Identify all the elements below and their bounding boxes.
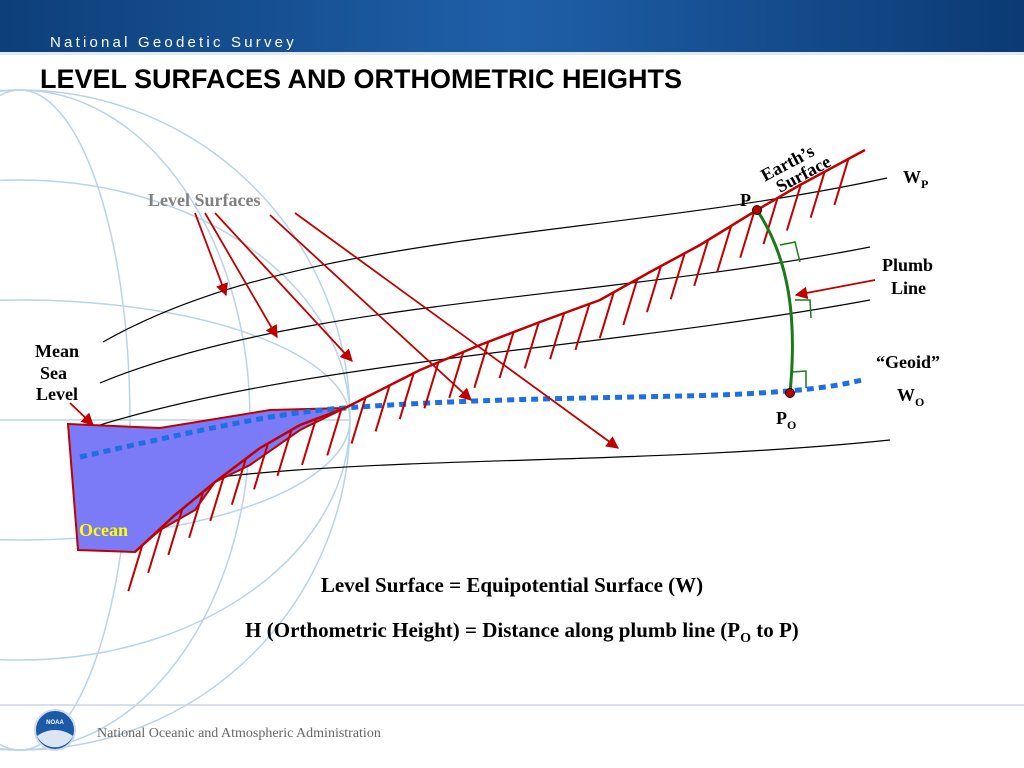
right-angle-marks: [779, 241, 812, 388]
noaa-logo-text: NOAA: [46, 720, 64, 726]
po-label: PO: [776, 408, 796, 432]
hatch-line: [301, 418, 317, 466]
surface-hatching: [127, 158, 850, 592]
hatch-line: [276, 429, 293, 477]
hatch-line: [523, 322, 540, 369]
hatch-line: [209, 474, 226, 522]
level-surfaces-label: Level Surfaces: [148, 190, 260, 210]
caption-2-sub: O: [740, 631, 751, 646]
hatch-line: [646, 265, 662, 313]
hatch-line: [498, 331, 515, 379]
plumb-line-label: Plumb: [882, 255, 933, 275]
arrows: [69, 212, 876, 449]
wp-label: WP: [903, 167, 928, 191]
hatch-line: [598, 292, 615, 339]
hatch-line: [549, 312, 566, 360]
caption-2: H (Orthometric Height) = Distance along …: [245, 618, 799, 646]
wo-sub: O: [915, 395, 924, 409]
hatch-line: [147, 526, 164, 574]
hatch-line: [423, 362, 440, 409]
banner: National Geodetic Survey: [50, 34, 297, 51]
plumb-line-label: Line: [891, 278, 926, 298]
hatch-line: [127, 544, 144, 592]
caption-2-main: H (Orthometric Height) = Distance along …: [245, 618, 740, 642]
hatch-line: [253, 443, 269, 490]
hatch-line: [167, 508, 184, 556]
hatch-line: [230, 458, 247, 505]
hatch-line: [188, 491, 205, 539]
header-rule: [0, 52, 1024, 55]
header-band: [0, 0, 1024, 52]
hatch-line: [448, 351, 465, 399]
earth-surface: [134, 148, 866, 553]
wo-base: W: [897, 385, 915, 405]
po-sub: O: [787, 418, 796, 432]
hatch-line: [739, 211, 756, 258]
wo-label: WO: [897, 385, 924, 409]
agency-name: National Oceanic and Atmospheric Adminis…: [97, 726, 381, 741]
point-p: [752, 205, 762, 215]
wp-base: W: [903, 167, 921, 187]
hatch-line: [785, 184, 802, 231]
plumb-line: [755, 209, 794, 394]
point-po: [785, 388, 795, 398]
hatch-line: [398, 372, 415, 420]
slide-title: LEVEL SURFACES AND ORTHOMETRIC HEIGHTS: [40, 64, 682, 94]
hatch-line: [350, 397, 367, 444]
hatch-line: [374, 385, 391, 432]
hatch-line: [833, 158, 850, 206]
hatch-line: [574, 303, 591, 351]
hatch-line: [326, 409, 343, 456]
hatch-line: [716, 225, 733, 273]
wp-sub: P: [921, 177, 928, 191]
caption-1: Level Surface = Equipotential Surface (W…: [321, 573, 703, 597]
geoid-label: “Geoid”: [876, 352, 940, 372]
msl-line: Mean: [35, 341, 79, 361]
hatch-line: [622, 278, 639, 326]
geoid-line: [79, 377, 863, 460]
hatch-line: [809, 171, 826, 219]
msl-line: Level: [36, 384, 78, 404]
hatch-line: [669, 252, 686, 300]
noaa-logo-wave: [37, 730, 73, 748]
p-label: P: [740, 190, 751, 210]
hatch-line: [693, 239, 710, 287]
msl-line: Sea: [40, 363, 67, 383]
caption-2-end: to P): [751, 618, 799, 642]
po-base: P: [776, 408, 787, 428]
ocean-label: Ocean: [79, 520, 128, 540]
hatch-line: [762, 197, 779, 245]
labels: Level Surfaces Earth’s Surface Mean Sea …: [35, 141, 940, 540]
ocean: [66, 407, 346, 554]
hatch-line: [473, 341, 490, 389]
